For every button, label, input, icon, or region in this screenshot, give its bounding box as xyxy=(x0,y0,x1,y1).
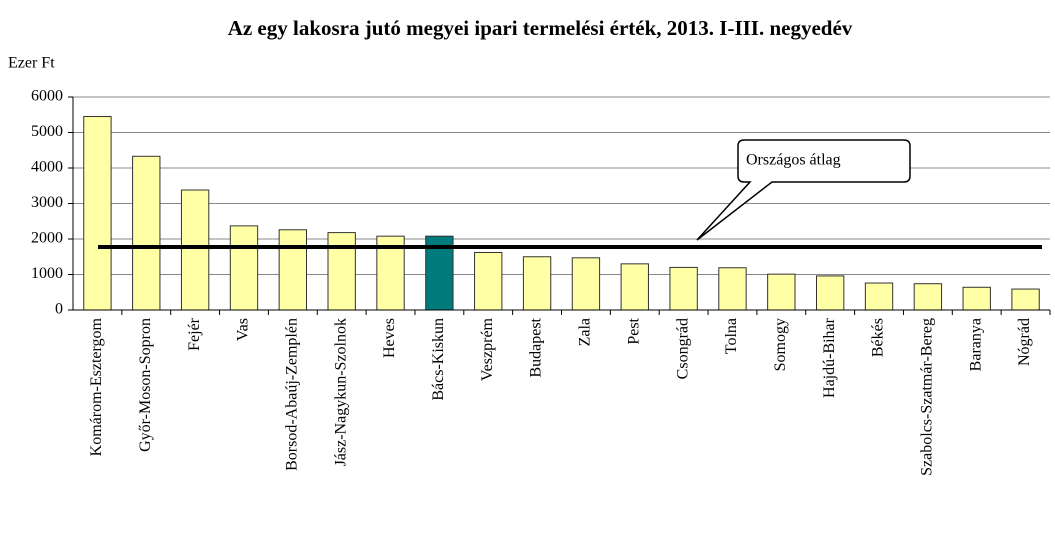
y-tick-label: 3000 xyxy=(31,194,63,211)
bar xyxy=(1011,288,1040,311)
bar xyxy=(83,116,112,311)
bar xyxy=(229,225,259,311)
x-tick-label: Szabolcs-Szatmár-Bereg xyxy=(919,318,936,476)
x-tick-label: Veszprém xyxy=(479,317,496,381)
bar xyxy=(718,267,747,311)
bar xyxy=(474,251,503,311)
bar xyxy=(620,263,649,311)
chart-title: Az egy lakosra jutó megyei ipari termelé… xyxy=(228,16,853,40)
y-tick-label: 0 xyxy=(55,301,63,318)
x-tick-label: Vas xyxy=(235,318,252,341)
bar xyxy=(132,155,161,311)
y-tick-label: 4000 xyxy=(31,159,63,176)
x-tick-label: Hajdú-Bihar xyxy=(821,317,838,398)
bar xyxy=(815,275,845,311)
x-tick-label: Nógrád xyxy=(1016,318,1033,366)
reference-line-label: Országos átlag xyxy=(746,152,841,169)
bar xyxy=(278,229,308,311)
x-tick-label: Heves xyxy=(381,318,398,358)
y-tick-label: 2000 xyxy=(31,230,63,247)
x-tick-label: Győr-Moson-Sopron xyxy=(137,318,154,452)
bar xyxy=(913,283,943,311)
x-tick-label: Jász-Nagykun-Szolnok xyxy=(332,318,349,466)
x-tick-label: Komárom-Esztergom xyxy=(88,317,105,456)
x-tick-label: Csongrád xyxy=(674,318,691,379)
y-tick-label: 1000 xyxy=(31,265,63,282)
bar xyxy=(767,273,796,311)
x-tick-label: Baranya xyxy=(967,318,984,371)
x-tick-label: Békés xyxy=(870,318,887,357)
bar xyxy=(571,257,601,311)
x-tick-label: Pest xyxy=(625,317,642,344)
y-axis-label: Ezer Ft xyxy=(8,55,55,72)
x-tick-label: Fejér xyxy=(186,317,203,351)
callout-box xyxy=(696,139,911,241)
plot-area: 0 1000 2000 3000 4000 5000 6000 Komárom-Eszterg… xyxy=(31,88,1051,476)
x-tick-label: Zala xyxy=(577,318,594,346)
bar xyxy=(180,189,210,311)
bar xyxy=(522,256,552,311)
x-tick-label: Tolna xyxy=(723,318,740,354)
y-tick-label: 6000 xyxy=(31,88,63,105)
y-tick-label: 5000 xyxy=(31,123,63,140)
x-tick-label: Bács-Kiskun xyxy=(430,318,447,401)
bar xyxy=(327,232,356,311)
x-tick-label: Budapest xyxy=(528,317,545,377)
x-tick-label: Somogy xyxy=(772,318,789,371)
bar xyxy=(962,286,991,311)
bar xyxy=(669,266,698,311)
bar xyxy=(864,282,894,311)
x-tick-label: Borsod-Abaúj-Zemplén xyxy=(283,318,300,471)
